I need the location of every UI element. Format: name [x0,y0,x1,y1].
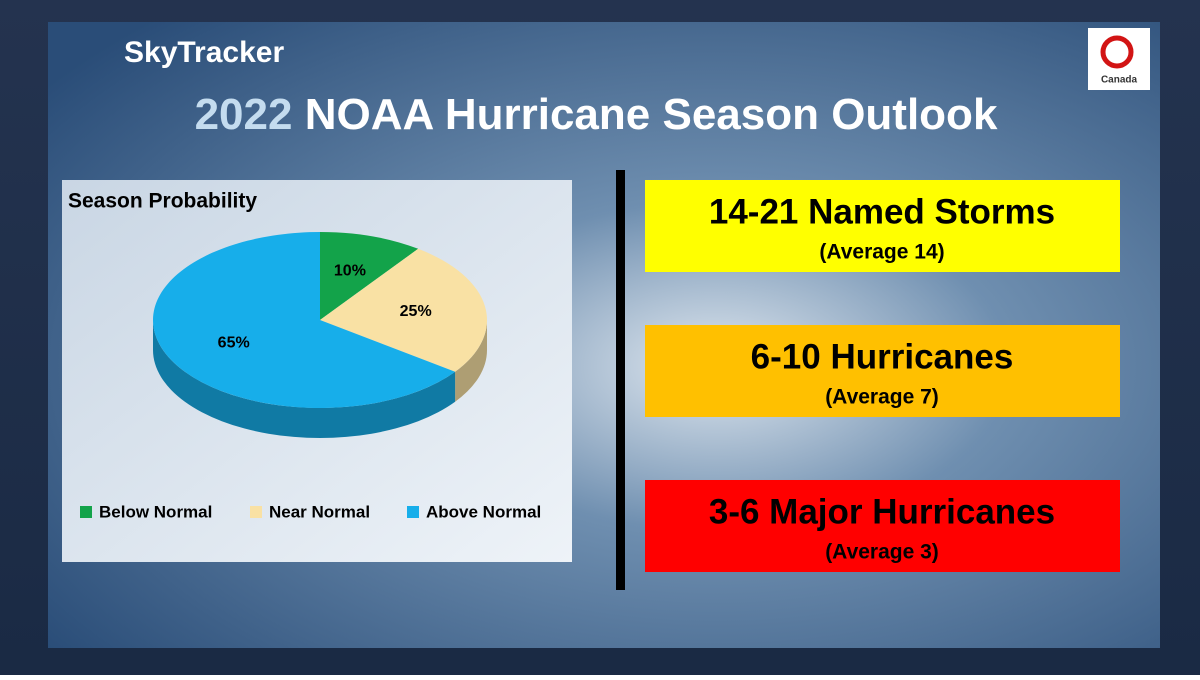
data-label: 65% [218,334,250,351]
outlook-box [645,180,1120,272]
outlook-note: (Average 3) [825,541,939,564]
legend-label: Near Normal [269,502,370,521]
legend-label: Below Normal [99,502,212,521]
logo-text: Canada [1101,75,1138,86]
slice-top [320,232,419,320]
legend-swatch [80,506,92,518]
outlook-note: (Average 14) [819,241,944,264]
slice-side [455,320,487,402]
legend-label: Above Normal [426,502,541,521]
slice-top [320,248,487,372]
slice-top [152,232,456,409]
divider [616,170,625,590]
chart-title: Season Probability [68,190,257,213]
slice-side [153,320,456,439]
outlook-box [645,480,1120,572]
main-title: 2022 NOAA Hurricane Season Outlook [195,90,998,139]
slice [320,232,419,320]
outlook-headline: 14-21 Named Storms [709,192,1055,231]
outlook-box [645,325,1120,417]
data-label: 10% [334,263,366,280]
title-year: 2022 [195,90,293,139]
data-label: 25% [400,303,432,320]
legend-swatch [407,506,419,518]
brand: SkyTracker [124,36,284,69]
outlook-headline: 6-10 Hurricanes [751,337,1014,376]
legend-swatch [250,506,262,518]
outlook-note: (Average 7) [825,386,939,409]
logo-mark [1100,35,1134,69]
slice [152,232,456,439]
outlook-headline: 3-6 Major Hurricanes [709,492,1055,531]
title-text: NOAA Hurricane Season Outlook [305,90,998,139]
slice [320,248,487,402]
